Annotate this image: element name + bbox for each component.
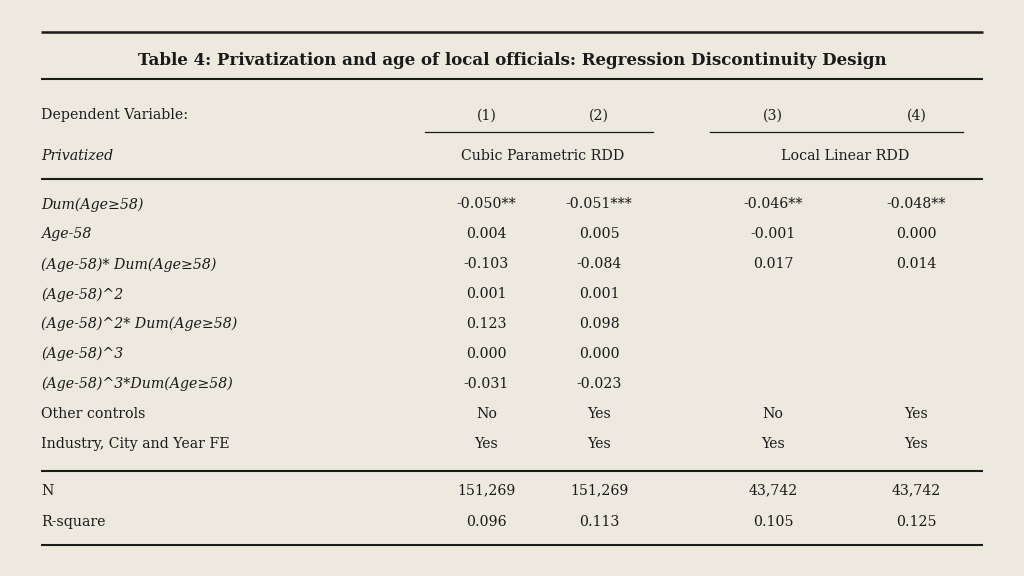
Text: 0.123: 0.123 (466, 317, 507, 331)
Text: Yes: Yes (761, 437, 785, 451)
Text: (Age-58)^2: (Age-58)^2 (41, 287, 123, 301)
Text: 151,269: 151,269 (457, 484, 516, 498)
Text: 151,269: 151,269 (569, 484, 629, 498)
Text: 0.017: 0.017 (753, 257, 794, 271)
Text: Yes: Yes (474, 437, 499, 451)
Text: -0.048**: -0.048** (887, 198, 946, 211)
Text: No: No (763, 407, 783, 421)
Text: Yes: Yes (587, 407, 611, 421)
Text: Yes: Yes (904, 407, 929, 421)
Text: 0.000: 0.000 (466, 347, 507, 361)
Text: 0.000: 0.000 (896, 228, 937, 241)
Text: -0.031: -0.031 (464, 377, 509, 391)
Text: Industry, City and Year FE: Industry, City and Year FE (41, 437, 229, 451)
Text: Yes: Yes (587, 437, 611, 451)
Text: Dum(Age≥58): Dum(Age≥58) (41, 198, 143, 211)
Text: -0.051***: -0.051*** (565, 198, 633, 211)
Text: -0.046**: -0.046** (743, 198, 803, 211)
Text: 0.000: 0.000 (579, 347, 620, 361)
Text: 43,742: 43,742 (749, 484, 798, 498)
Text: Privatized: Privatized (41, 149, 113, 162)
Text: -0.050**: -0.050** (457, 198, 516, 211)
Text: Dependent Variable:: Dependent Variable: (41, 108, 188, 122)
Text: -0.084: -0.084 (577, 257, 622, 271)
Text: (Age-58)^3*Dum(Age≥58): (Age-58)^3*Dum(Age≥58) (41, 377, 232, 391)
Text: Other controls: Other controls (41, 407, 145, 421)
Text: 0.005: 0.005 (579, 228, 620, 241)
Text: 43,742: 43,742 (892, 484, 941, 498)
Text: (Age-58)* Dum(Age≥58): (Age-58)* Dum(Age≥58) (41, 257, 216, 271)
Text: 0.001: 0.001 (579, 287, 620, 301)
Text: 0.004: 0.004 (466, 228, 507, 241)
Text: (Age-58)^3: (Age-58)^3 (41, 347, 123, 361)
Text: 0.014: 0.014 (896, 257, 937, 271)
Text: Table 4: Privatization and age of local officials: Regression Discontinuity Desi: Table 4: Privatization and age of local … (137, 52, 887, 69)
Text: 0.105: 0.105 (753, 516, 794, 529)
Text: No: No (476, 407, 497, 421)
Text: 0.001: 0.001 (466, 287, 507, 301)
Text: 0.113: 0.113 (579, 516, 620, 529)
Text: Cubic Parametric RDD: Cubic Parametric RDD (461, 149, 625, 162)
Text: (Age-58)^2* Dum(Age≥58): (Age-58)^2* Dum(Age≥58) (41, 317, 238, 331)
Text: 0.098: 0.098 (579, 317, 620, 331)
Text: R-square: R-square (41, 516, 105, 529)
Text: Local Linear RDD: Local Linear RDD (780, 149, 909, 162)
Text: (1): (1) (476, 108, 497, 122)
Text: N: N (41, 484, 53, 498)
Text: -0.023: -0.023 (577, 377, 622, 391)
Text: (4): (4) (906, 108, 927, 122)
Text: -0.103: -0.103 (464, 257, 509, 271)
Text: Age-58: Age-58 (41, 228, 91, 241)
Text: (2): (2) (589, 108, 609, 122)
Text: 0.125: 0.125 (896, 516, 937, 529)
Text: Yes: Yes (904, 437, 929, 451)
Text: (3): (3) (763, 108, 783, 122)
Text: 0.096: 0.096 (466, 516, 507, 529)
Text: -0.001: -0.001 (751, 228, 796, 241)
